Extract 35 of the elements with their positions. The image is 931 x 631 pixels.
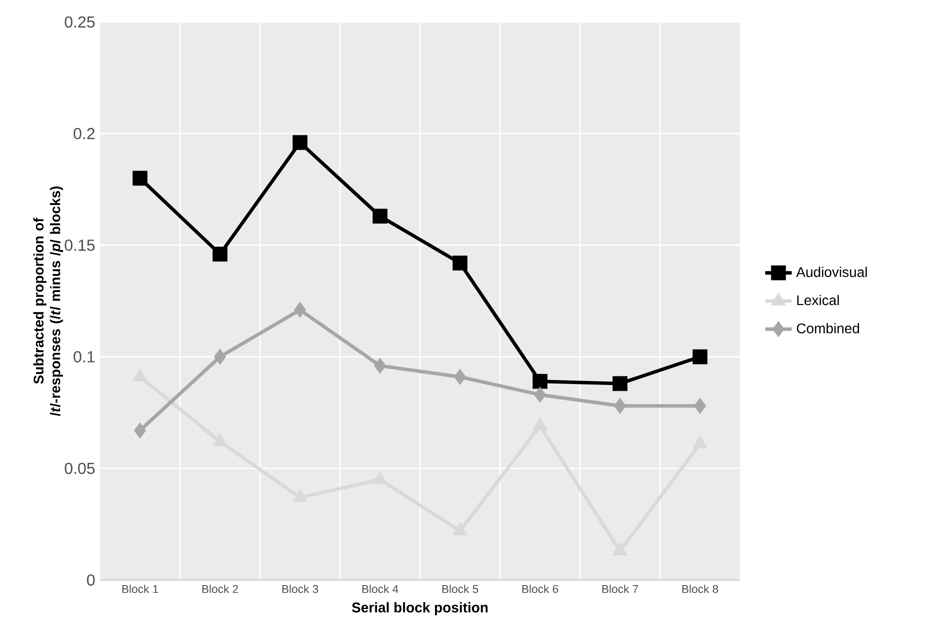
y-tick-label: 0.25 — [64, 16, 95, 28]
point — [692, 349, 708, 364]
point — [694, 398, 706, 414]
legend-label: Audiovisual — [796, 266, 867, 278]
x-axis-title: Serial block position — [352, 602, 488, 616]
x-tick-label: Block 3 — [282, 584, 318, 594]
y-tick-label: 0.2 — [74, 128, 94, 140]
y-tick-label: 0.15 — [64, 240, 95, 251]
point — [214, 348, 226, 365]
point — [372, 470, 388, 484]
x-tick-label: Block 4 — [362, 584, 398, 594]
point — [134, 422, 146, 439]
point — [454, 368, 466, 385]
x-tick-label: Block 1 — [122, 584, 158, 594]
x-tick-label: Block 6 — [522, 584, 558, 594]
point — [292, 135, 308, 150]
y-tick-label: 0 — [87, 574, 95, 586]
point — [372, 208, 388, 224]
y-tick-label: 0.05 — [64, 462, 95, 474]
point — [532, 374, 548, 389]
point — [534, 386, 546, 403]
legend-label: Combined — [796, 323, 860, 334]
point — [614, 398, 626, 414]
point — [132, 170, 148, 186]
point — [452, 256, 468, 270]
y-tick-label: 0.1 — [74, 351, 95, 362]
point — [294, 302, 306, 318]
x-tick-label: Block 2 — [202, 584, 238, 594]
legend-label: Lexical — [797, 294, 839, 306]
x-tick-label: Block 8 — [682, 584, 718, 594]
x-tick-label: Block 7 — [602, 584, 638, 594]
point — [612, 376, 628, 391]
point — [212, 246, 228, 262]
x-tick-label: Block 5 — [442, 584, 478, 594]
point — [374, 358, 386, 374]
